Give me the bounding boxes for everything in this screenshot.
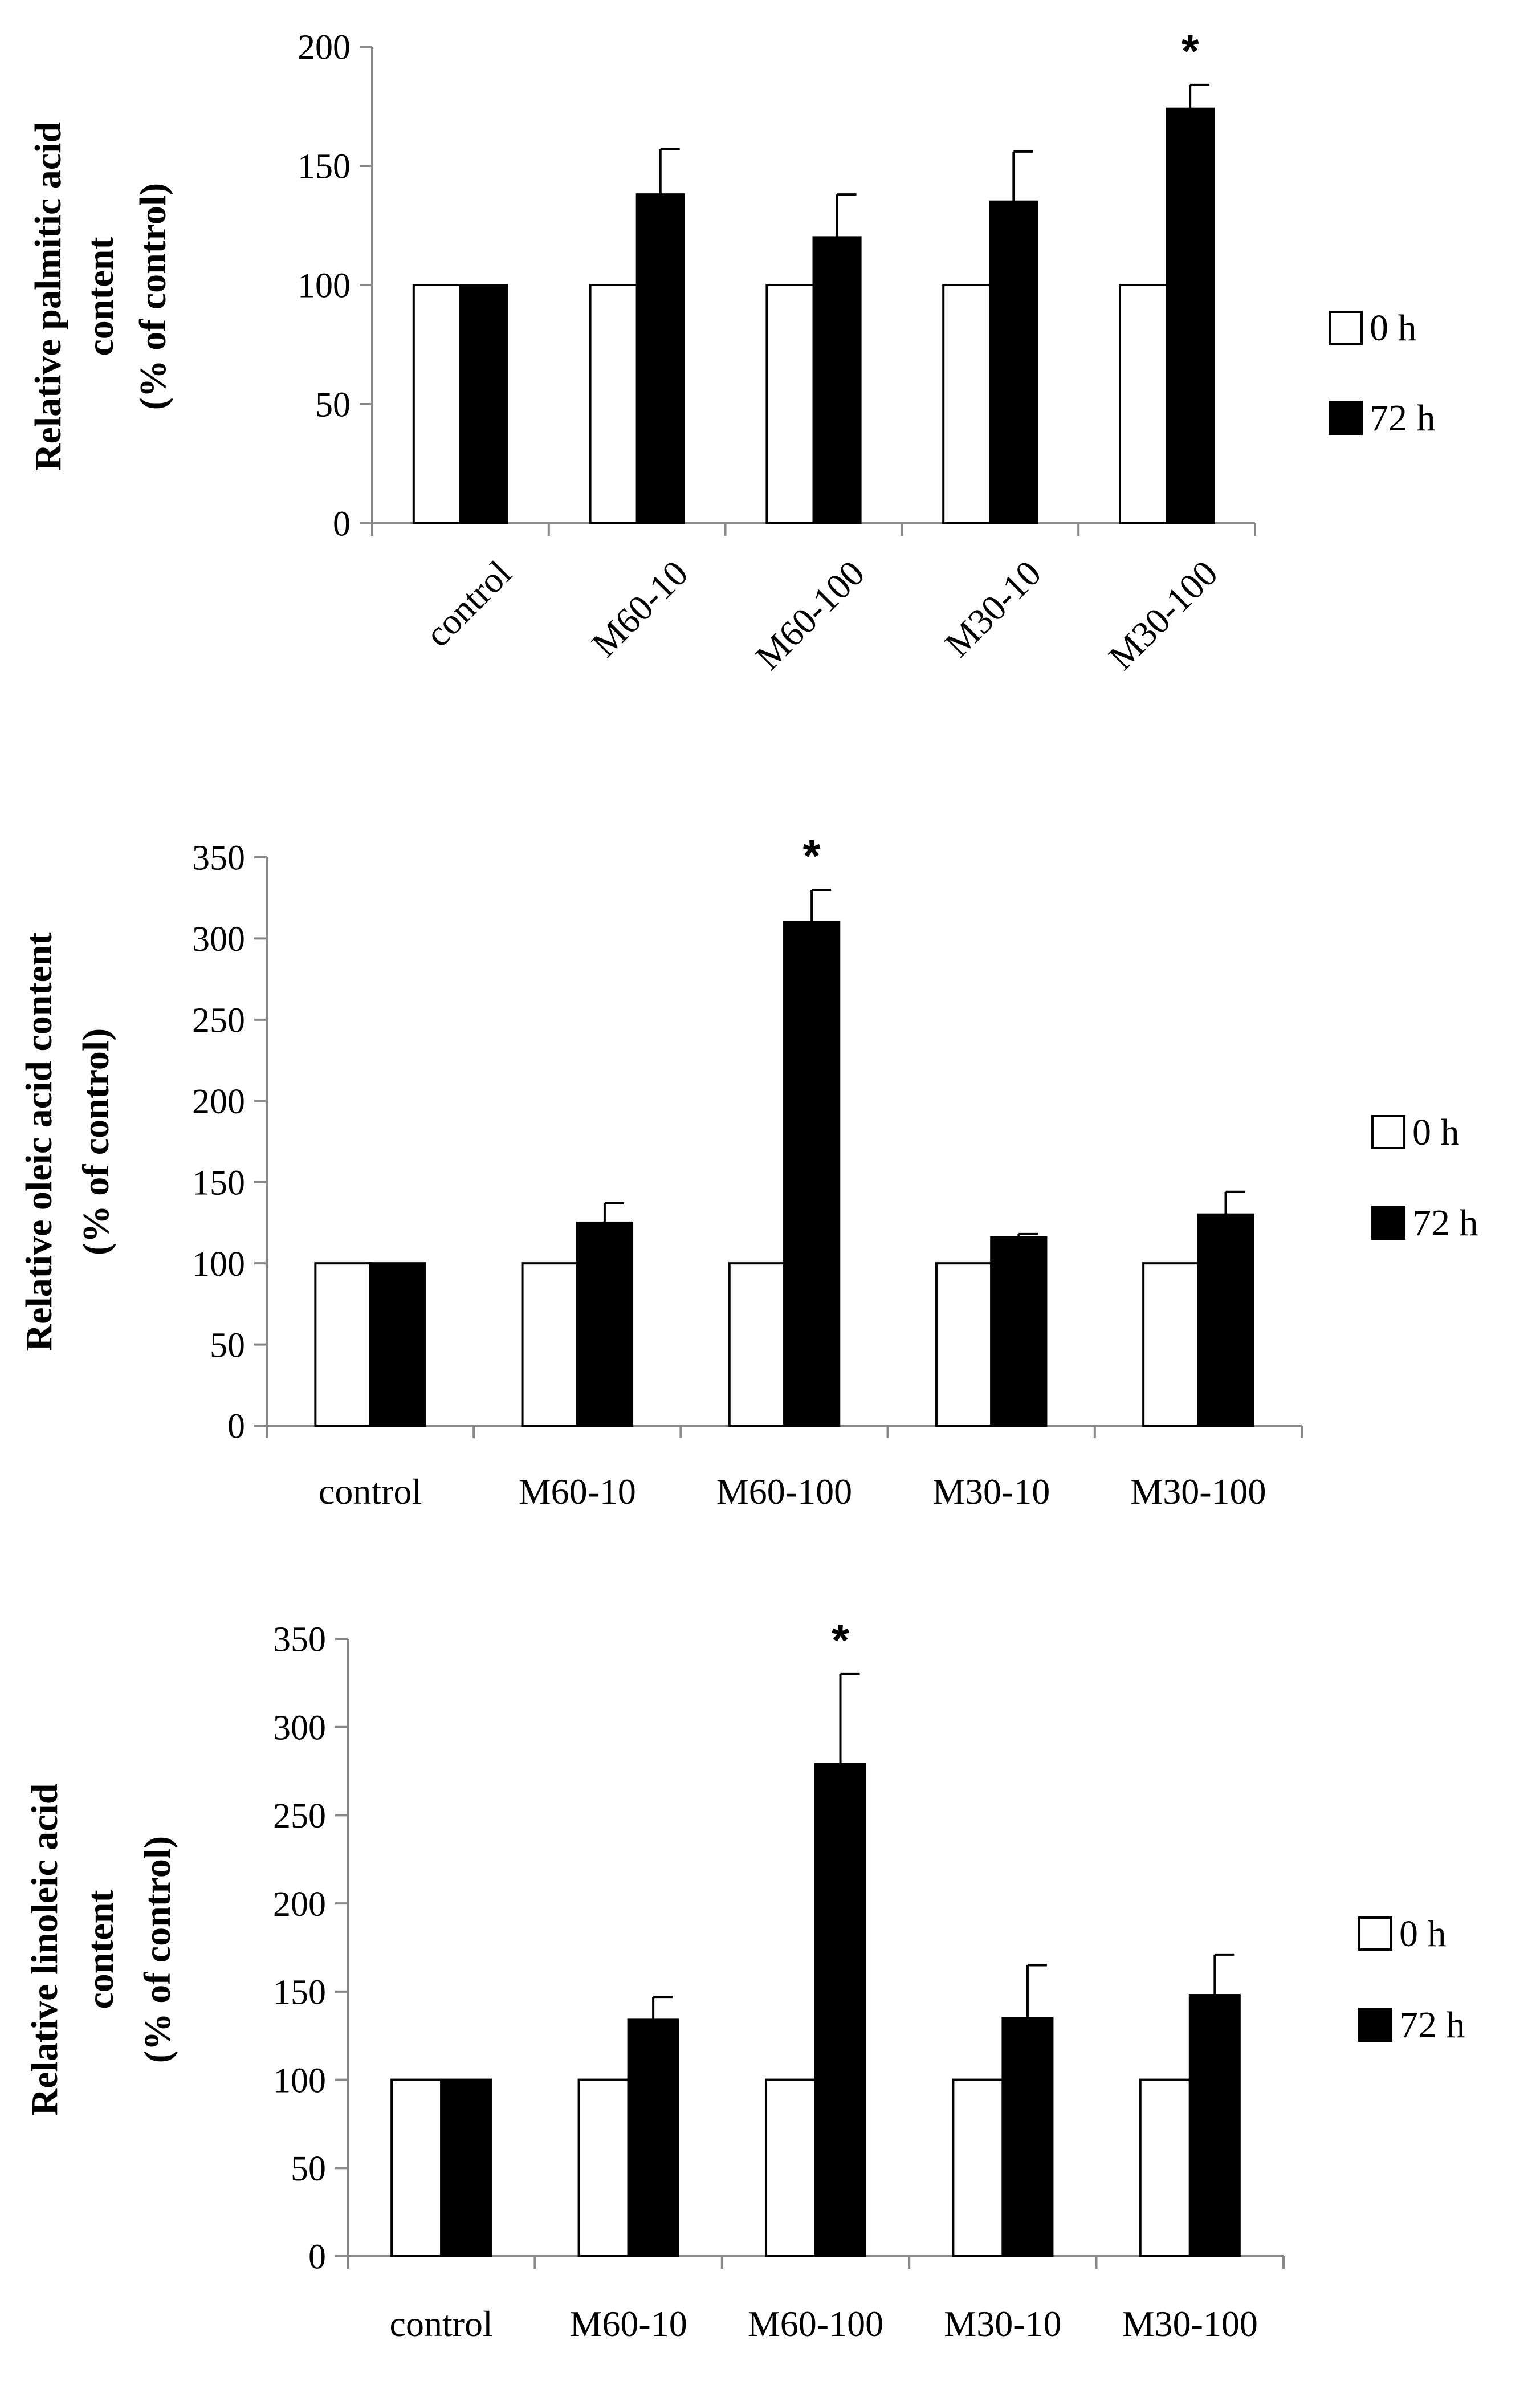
significance-star: * [803, 831, 821, 881]
legend-swatch-0h [1358, 1916, 1392, 1951]
bar-0h-m30-100 [1119, 284, 1168, 524]
legend-swatch-0h [1329, 311, 1363, 345]
bar-0h-m30-10 [942, 284, 992, 524]
y-tick-label: 0 [227, 1407, 245, 1446]
bar-0h-control [390, 2078, 443, 2258]
y-tick-label: 100 [273, 2061, 326, 2100]
chart-1: 0 50 100 150 200 control M60-10 M60-100 M30-10 * M… [27, 26, 1436, 677]
legend-swatch-72h [1371, 1206, 1405, 1240]
y-tick-label: 150 [192, 1163, 245, 1202]
y-tick-label: 250 [273, 1797, 326, 1836]
y-axis-label: content [80, 1890, 121, 2009]
bar-72h-m30-100 [1166, 107, 1215, 524]
bar-0h-m60-10 [589, 284, 638, 524]
legend-label-72h: 72 h [1370, 397, 1436, 439]
y-axis-label: (% of control) [137, 1836, 178, 2063]
significance-star: * [1182, 26, 1200, 76]
x-category-label: control [417, 553, 519, 654]
legend-label-0h: 0 h [1399, 1913, 1447, 1955]
legend-label-72h: 72 h [1412, 1202, 1478, 1244]
legend-label-0h: 0 h [1370, 307, 1417, 349]
bar-72h-control [440, 2078, 492, 2258]
bar-72h-m60-100 [814, 1763, 867, 2258]
significance-star: * [832, 1615, 850, 1666]
y-tick-label: 50 [210, 1326, 245, 1365]
y-tick-label: 250 [192, 1002, 245, 1040]
y-tick-label: 200 [298, 29, 351, 67]
legend-label-72h: 72 h [1399, 2004, 1465, 2046]
x-category-label: M60-100 [748, 2304, 883, 2344]
y-axis-label: (% of control) [75, 1028, 117, 1255]
x-category-label: M60-10 [569, 2304, 687, 2344]
y-tick-label: 50 [291, 2150, 326, 2188]
y-tick-label: 150 [298, 148, 351, 186]
y-tick-label: 350 [273, 1621, 326, 1659]
y-axis-label: (% of control) [132, 183, 174, 410]
legend-label-0h: 0 h [1412, 1112, 1460, 1153]
y-tick-label: 300 [273, 1708, 326, 1747]
x-category-label: M30-10 [937, 553, 1049, 665]
bar-72h-control [369, 1262, 426, 1427]
bar-0h-m30-10 [935, 1262, 993, 1427]
bar-0h-m30-100 [1139, 2078, 1191, 2258]
bar-72h-m30-100 [1197, 1213, 1254, 1427]
bar-0h-m30-10 [952, 2078, 1004, 2258]
bar-0h-m60-100 [765, 284, 815, 524]
y-tick-label: 50 [315, 386, 351, 425]
bar-72h-m60-10 [627, 2018, 679, 2257]
x-category-label: M30-10 [944, 2304, 1061, 2344]
chart-3: 0 50 100 150 200 250 300 350 control M60-10 * M60-1… [24, 1615, 1465, 2344]
x-category-label: M60-100 [716, 1471, 852, 1512]
bar-0h-m60-10 [577, 2078, 630, 2258]
x-category-label: M30-100 [1101, 553, 1225, 678]
y-axis-label: Relative linoleic acid [24, 1784, 66, 2116]
bar-0h-m60-10 [521, 1262, 578, 1427]
y-tick-label: 300 [192, 920, 245, 959]
bar-72h-m60-100 [783, 921, 841, 1427]
x-category-label: M30-100 [1122, 2304, 1258, 2344]
chart-2: 0 50 100 150 200 250 300 350 control M60-10 * M60-1… [18, 831, 1478, 1512]
bar-72h-m30-10 [990, 1236, 1048, 1427]
x-category-label: M30-10 [932, 1471, 1050, 1512]
x-category-label: M30-100 [1130, 1471, 1266, 1512]
y-tick-label: 350 [192, 839, 245, 878]
x-category-label: M60-10 [519, 1471, 636, 1512]
x-category-label: M60-10 [584, 553, 696, 665]
bar-72h-m60-10 [635, 193, 685, 525]
y-tick-label: 200 [192, 1082, 245, 1121]
legend-swatch-72h [1358, 2008, 1392, 2042]
bar-72h-m30-10 [989, 200, 1038, 524]
y-axis-label: content [80, 237, 121, 356]
bar-0h-control [412, 284, 462, 524]
y-tick-label: 150 [273, 1973, 326, 2012]
bar-72h-m30-100 [1188, 1994, 1241, 2257]
x-category-label: control [319, 1471, 422, 1512]
bar-0h-m60-100 [764, 2078, 817, 2258]
legend-swatch-0h [1371, 1115, 1405, 1149]
y-tick-label: 0 [308, 2238, 326, 2277]
bar-72h-control [459, 284, 508, 524]
bar-72h-m30-10 [1001, 2017, 1054, 2258]
x-category-label: control [390, 2304, 493, 2344]
bar-72h-m60-100 [812, 236, 862, 524]
y-tick-label: 100 [192, 1245, 245, 1284]
legend-swatch-72h [1329, 401, 1363, 435]
x-category-label: M60-100 [748, 553, 873, 678]
y-axis-label: Relative palmitic acid [27, 122, 69, 471]
y-axis-label: Relative oleic acid content [18, 933, 60, 1352]
bar-0h-m30-100 [1142, 1262, 1200, 1427]
y-tick-label: 0 [333, 505, 351, 544]
bar-0h-m60-100 [728, 1262, 785, 1427]
y-tick-label: 200 [273, 1885, 326, 1924]
y-tick-label: 100 [298, 267, 351, 306]
bar-0h-control [314, 1262, 372, 1427]
bar-72h-m60-10 [576, 1221, 634, 1427]
